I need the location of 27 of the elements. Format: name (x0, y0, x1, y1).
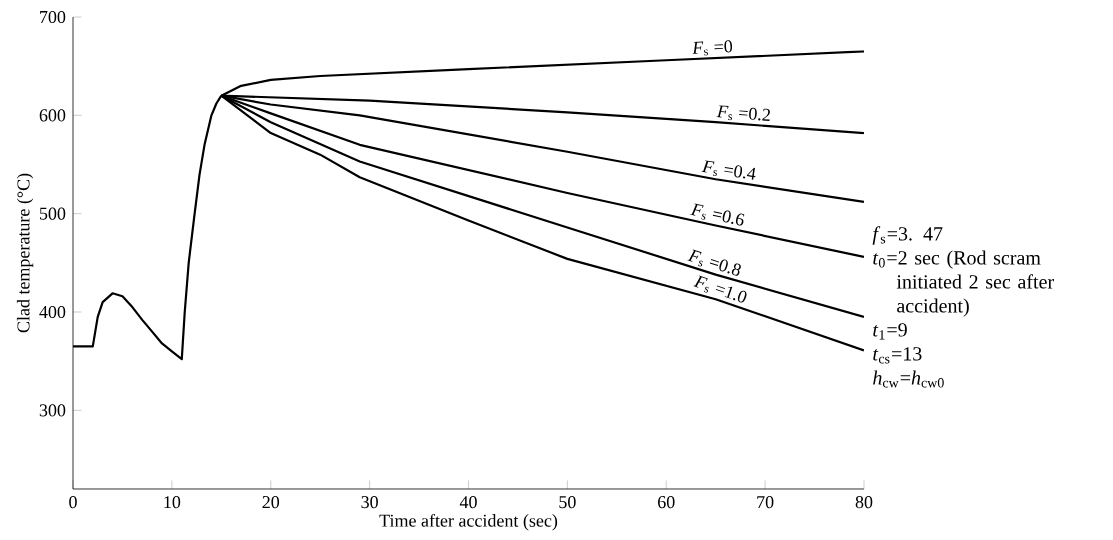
x-tick-label: 70 (757, 496, 774, 509)
x-tick-label: 30 (361, 496, 378, 509)
series-label: F$_{s}$ =0.2 (716, 105, 770, 121)
text: h$_{cw}$=h$_{cw0}$ (873, 370, 944, 388)
y-tick-label: 400 (39, 305, 66, 319)
text: t$_{0}$=2 sec (Rod scram initiated 2 sec after accident) (873, 250, 1054, 317)
text: F$_{s}$ =0.4 (701, 160, 756, 180)
x-axis-title: Time after accident (sec) (379, 513, 558, 531)
x-tick-label: 40 (459, 496, 477, 509)
text: F$_{s}$ =1.0 (693, 275, 747, 303)
x-tick-label: 60 (658, 496, 675, 509)
text: t$_{1}$=9 (873, 323, 907, 340)
text: t$_{cs}$=13 (873, 347, 922, 364)
text: F$_{s}$ =0.6 (690, 203, 745, 226)
y-axis-title: Clad temperature (°C) (16, 173, 34, 333)
y-tick-label: 600 (39, 109, 66, 122)
x-tick-label: 50 (559, 496, 576, 509)
y-tick-label: 700 (40, 10, 66, 24)
text: f$_{s}$=3. 47 (872, 226, 943, 245)
text: F$_{s}$ =0.8 (687, 249, 741, 276)
x-tick-label: 80 (855, 496, 873, 509)
x-tick-label: 20 (262, 496, 280, 509)
y-tick-label: 500 (39, 207, 66, 220)
y-tick-label: 300 (39, 404, 66, 417)
series-label: F$_{s}$ =0 (692, 40, 733, 56)
x-tick-label: 0 (69, 496, 77, 509)
x-tick-label: 10 (164, 496, 181, 509)
